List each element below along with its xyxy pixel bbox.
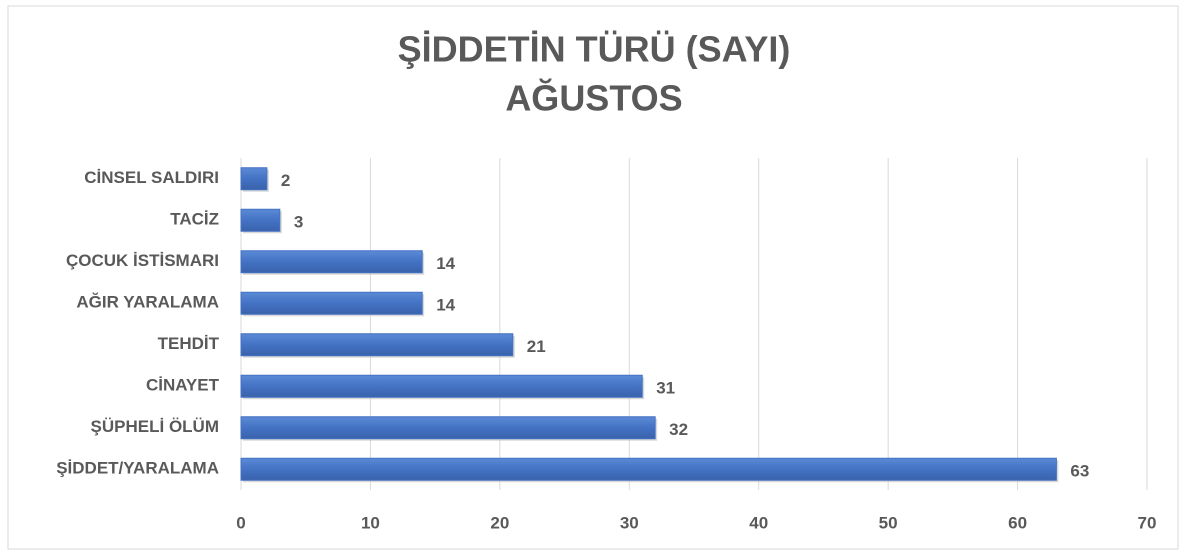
data-label: 21 <box>527 337 546 356</box>
x-tick-label: 0 <box>236 513 245 532</box>
bar <box>240 208 281 232</box>
data-label: 14 <box>436 296 455 315</box>
x-tick-label: 30 <box>620 513 639 532</box>
y-tick-label: CİNAYET <box>146 376 220 395</box>
y-tick-label: CİNSEL SALDIRI <box>84 168 219 187</box>
data-label: 63 <box>1070 462 1089 481</box>
bar <box>240 374 643 398</box>
x-tick-label: 40 <box>749 513 768 532</box>
x-tick-label: 60 <box>1008 513 1027 532</box>
chart-title: AĞUSTOS <box>505 78 682 119</box>
y-tick-label: ŞİDDET/YARALAMA <box>56 459 219 478</box>
y-tick-label: TEHDİT <box>158 334 220 353</box>
x-tick-label: 20 <box>490 513 509 532</box>
y-tick-label: ŞÜPHELİ ÖLÜM <box>91 417 219 436</box>
x-tick-label: 50 <box>879 513 898 532</box>
data-label: 32 <box>669 420 688 439</box>
bar <box>240 291 423 315</box>
y-tick-label: TACİZ <box>170 210 219 229</box>
bar <box>240 416 656 440</box>
bar <box>240 167 268 191</box>
bar <box>240 457 1057 481</box>
y-tick-label: ÇOCUK İSTİSMARI <box>66 251 219 270</box>
chart-title: ŞİDDETİN TÜRÜ (SAYI) <box>398 29 791 70</box>
bar <box>240 250 423 274</box>
data-label: 31 <box>656 379 675 398</box>
x-tick-label: 10 <box>361 513 380 532</box>
x-tick-label: 70 <box>1138 513 1157 532</box>
data-label: 2 <box>281 171 290 190</box>
data-label: 14 <box>436 254 455 273</box>
y-tick-label: AĞIR YARALAMA <box>76 293 219 312</box>
data-label: 3 <box>294 213 303 232</box>
bar <box>240 333 514 357</box>
